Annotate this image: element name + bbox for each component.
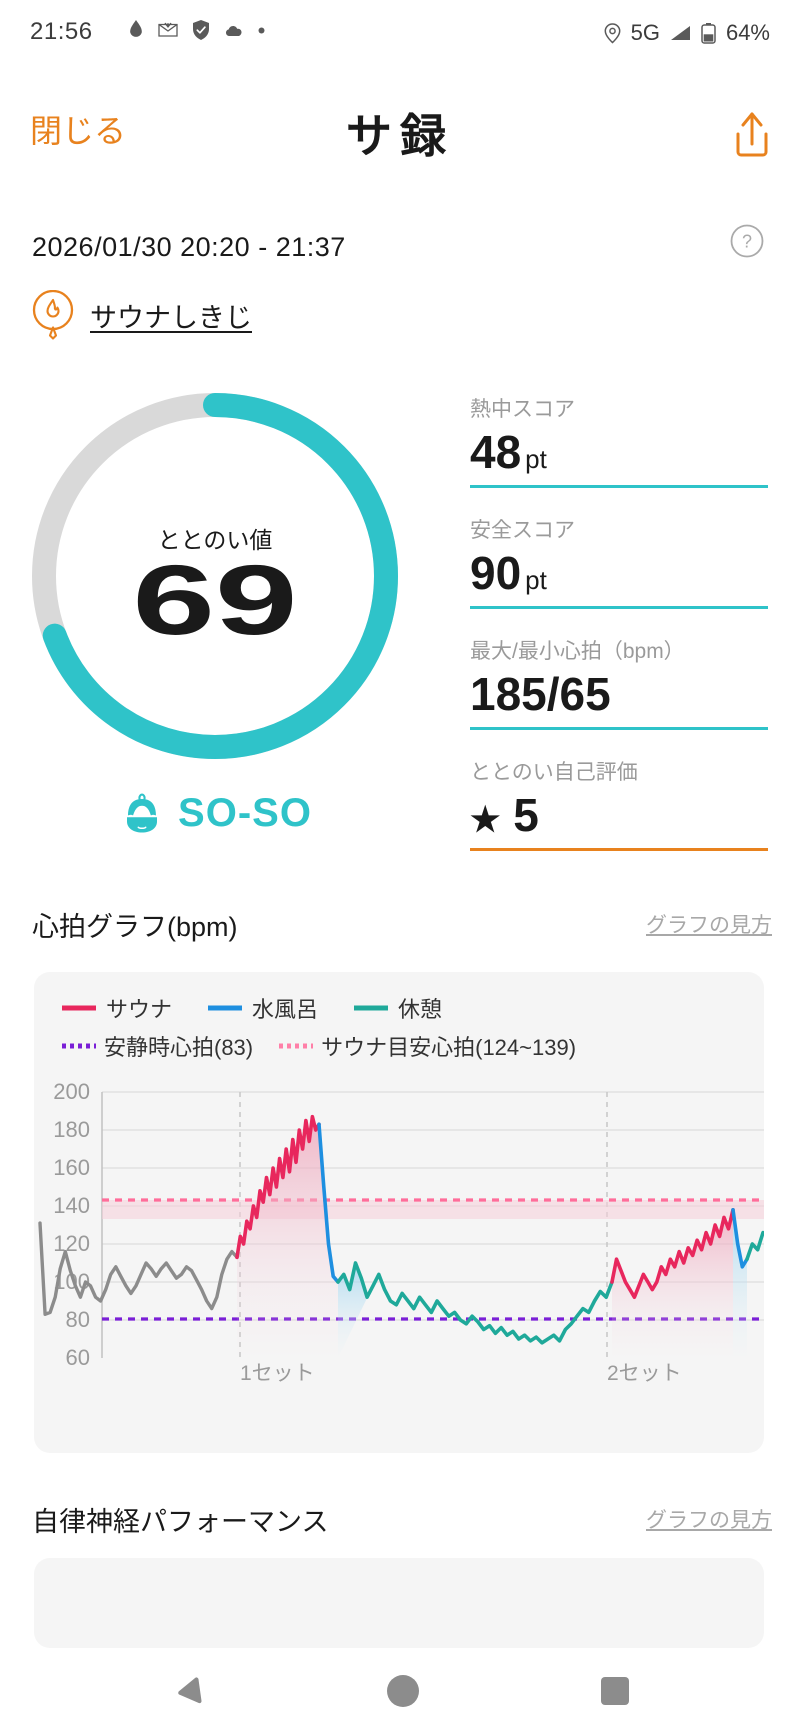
svg-text:160: 160 [53, 1155, 90, 1180]
svg-text:60: 60 [66, 1345, 90, 1370]
svg-text:2セット: 2セット [607, 1362, 682, 1385]
svg-text:?: ? [742, 232, 752, 252]
svg-text:200: 200 [53, 1080, 90, 1104]
svg-text:180: 180 [53, 1117, 90, 1142]
svg-text:80: 80 [66, 1307, 90, 1332]
svg-text:120: 120 [53, 1231, 90, 1256]
svg-text:140: 140 [53, 1193, 90, 1218]
svg-text:1セット: 1セット [240, 1362, 315, 1385]
